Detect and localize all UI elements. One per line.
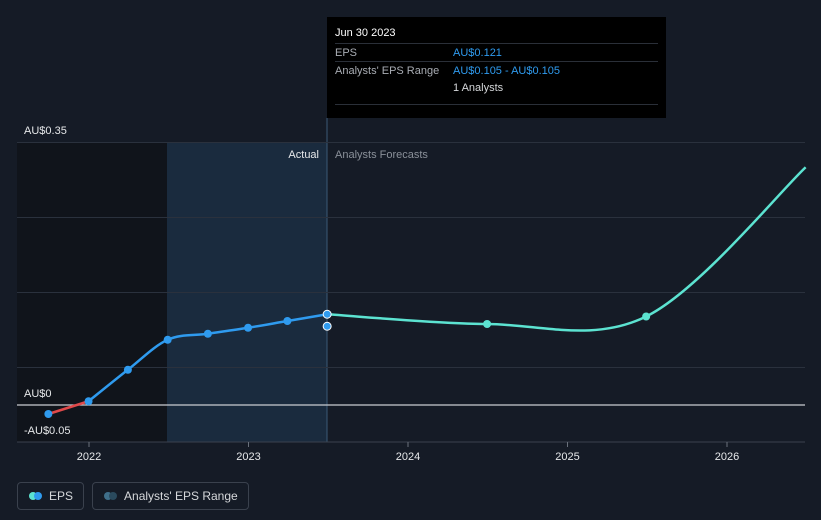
tooltip: Jun 30 2023 EPS AU$0.121 Analysts' EPS R… (327, 17, 666, 118)
tooltip-range-value: AU$0.105 - AU$0.105 (453, 64, 561, 77)
legend-eps-button[interactable]: EPS (17, 482, 85, 510)
tooltip-eps-value: AU$0.121 (453, 46, 502, 59)
tooltip-eps-label: EPS (335, 46, 358, 59)
eps-negative-segment (47, 400, 89, 416)
legend-eps-dot-forecast (29, 492, 37, 500)
legend: EPS Analysts' EPS Range (17, 482, 249, 510)
tooltip-range-label: Analysts' EPS Range (335, 64, 440, 77)
legend-range-swatch (104, 492, 118, 500)
region-label-actual: Actual (288, 149, 319, 161)
range-low-point (322, 321, 332, 331)
tooltip-range-row: Analysts' EPS Range AU$0.105 - AU$0.105 (335, 61, 658, 79)
legend-range-button[interactable]: Analysts' EPS Range (92, 482, 249, 510)
x-tick-label-2023: 2023 (236, 451, 260, 463)
eps-point-0 (44, 410, 53, 418)
y-tick-label-0: AU$0.35 (24, 125, 67, 137)
forecast-point-1 (483, 320, 492, 328)
x-tick-label-2026: 2026 (715, 451, 739, 463)
legend-eps-label: EPS (49, 489, 74, 503)
gridlines (17, 142, 805, 443)
legend-range-label: Analysts' EPS Range (124, 489, 238, 503)
forecast-point-2 (642, 312, 651, 321)
tooltip-date: Jun 30 2023 (335, 27, 396, 39)
forecast-line (327, 166, 807, 332)
tooltip-analysts-count: 1 Analysts (453, 81, 504, 94)
eps-point-6 (283, 317, 292, 325)
eps-point-1 (84, 397, 93, 406)
eps-point-2 (123, 365, 132, 374)
x-tick-label-2024: 2024 (396, 451, 420, 463)
tooltip-eps-row: EPS AU$0.121 (335, 43, 658, 61)
eps-point-5 (244, 323, 253, 332)
eps-point-7 (322, 309, 332, 319)
eps-point-4 (203, 329, 212, 338)
region-label-forecast: Analysts Forecasts (335, 149, 428, 161)
y-tick-label-1: AU$0 (24, 388, 52, 400)
x-tick-label-2022: 2022 (77, 451, 101, 463)
legend-range-dot-1 (104, 492, 113, 500)
legend-eps-swatch (29, 492, 42, 500)
legend-range-dot-2 (109, 492, 118, 500)
legend-eps-dot-actual (34, 492, 42, 500)
eps-point-3 (163, 335, 172, 344)
tooltip-analysts-row: 1 Analysts (335, 79, 658, 96)
tooltip-divider (335, 104, 658, 105)
x-tick-label-2025: 2025 (555, 451, 579, 463)
y-tick-label-2: -AU$0.05 (24, 425, 70, 437)
